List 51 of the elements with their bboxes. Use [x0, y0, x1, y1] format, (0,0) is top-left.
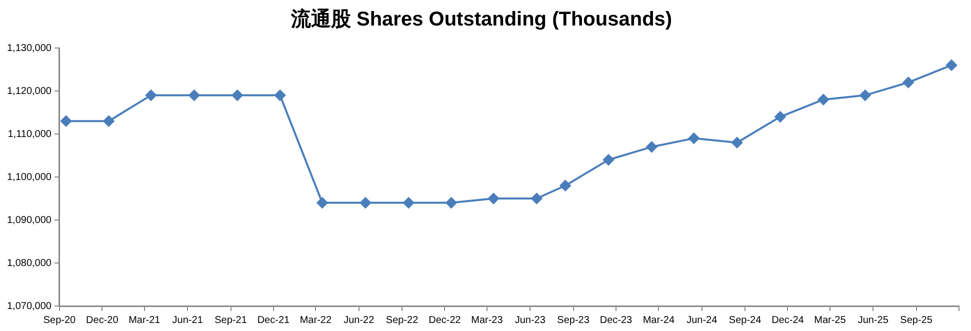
point — [103, 116, 114, 127]
point — [60, 116, 72, 127]
x-tick-label: Dec-20 — [86, 314, 119, 326]
x-tick-label: Jun-21 — [172, 314, 204, 326]
point — [274, 90, 286, 101]
point — [774, 111, 786, 122]
x-tick-label: Sep-23 — [557, 314, 590, 326]
x-tick-label: Jun-23 — [514, 314, 546, 326]
y-tick-label: 1,070,000 — [6, 300, 52, 312]
x-tick-label: Dec-23 — [600, 314, 633, 326]
point — [902, 76, 914, 88]
point — [646, 141, 658, 152]
point — [688, 132, 700, 144]
x-tick-label: Jun-22 — [344, 314, 375, 326]
point — [188, 90, 200, 101]
x-tick-label: Jun-24 — [686, 314, 718, 326]
point — [732, 137, 743, 148]
point — [145, 90, 156, 101]
y-tick-label: 1,130,000 — [6, 42, 52, 54]
x-tick-label: Sep-21 — [214, 314, 248, 326]
point — [232, 90, 243, 101]
point — [316, 197, 328, 208]
x-tick-label: Dec-22 — [428, 314, 462, 326]
y-tick-label: 1,090,000 — [6, 214, 52, 226]
point — [818, 94, 829, 106]
point — [860, 90, 871, 101]
x-tick-label: Sep-20 — [43, 314, 76, 326]
x-tick-label: Mar-23 — [471, 314, 504, 326]
y-tick-label: 1,110,000 — [8, 128, 52, 140]
x-tick-label: Mar-21 — [128, 314, 161, 326]
x-tick-label: Mar-22 — [300, 314, 332, 326]
point — [488, 193, 500, 204]
point — [403, 197, 414, 208]
x-tick-label: Mar-24 — [642, 314, 675, 326]
point — [560, 180, 571, 192]
point — [946, 60, 957, 71]
point — [602, 154, 614, 166]
x-tick-label: Sep-25 — [900, 314, 933, 326]
x-tick-label: Dec-24 — [772, 314, 804, 326]
y-tick-label: 1,100,000 — [6, 172, 52, 183]
point — [446, 197, 457, 208]
x-tick-label: Dec-21 — [257, 314, 290, 326]
y-tick-label: 1,080,000 — [6, 258, 52, 269]
x-tick-label: Mar-25 — [814, 314, 846, 326]
x-tick-label: Sep-22 — [386, 314, 419, 326]
y-tick-label: 1,120,000 — [6, 86, 52, 97]
point — [531, 193, 542, 204]
chart-title: 流通股 Shares Outstanding (Thousands) — [290, 8, 672, 31]
x-tick-label: Sep-24 — [728, 314, 762, 326]
point — [360, 197, 371, 208]
x-tick-label: Jun-25 — [858, 314, 889, 326]
